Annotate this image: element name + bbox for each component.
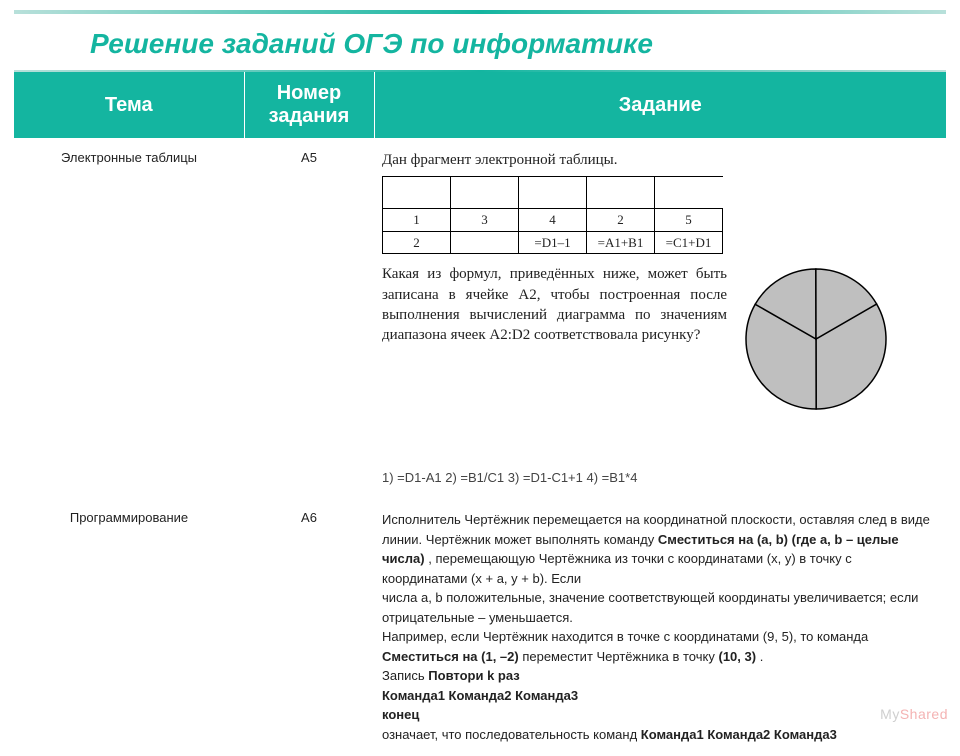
inner-th: D <box>655 177 723 209</box>
theme-cell: Программирование <box>14 498 244 756</box>
task-text: . <box>760 649 764 664</box>
col-task: Задание <box>374 72 946 138</box>
task-text-bold: Команда1 Команда2 Команда3 <box>382 688 578 703</box>
task-text: означает, что последовательность команд <box>382 727 641 742</box>
inner-td: 5 <box>655 209 723 232</box>
table-header-row: Тема Номер задания Задание <box>14 72 946 138</box>
task-cell: Дан фрагмент электронной таблицы. A B C … <box>374 138 946 498</box>
inner-td: 1 <box>383 209 451 232</box>
topics-table: Тема Номер задания Задание Электронные т… <box>14 72 946 756</box>
task-cell: Исполнитель Чертёжник перемещается на ко… <box>374 498 946 756</box>
number-cell: A5 <box>244 138 374 498</box>
spreadsheet-fragment: A B C D 1 3 4 2 5 2 =D1 <box>382 176 723 254</box>
inner-td: 4 <box>519 209 587 232</box>
task-text-bold: конец <box>382 707 419 722</box>
task-text: Например, если Чертёжник находится в точ… <box>382 629 868 644</box>
inner-td: =A1+B1 <box>587 231 655 254</box>
col-theme: Тема <box>14 72 244 138</box>
task-text: Запись <box>382 668 428 683</box>
task-text-bold: Команда1 Команда2 Команда3 <box>641 727 837 742</box>
pie-chart <box>741 264 891 419</box>
inner-th: B <box>519 177 587 209</box>
answer-options: 1) =D1-A1 2) =B1/C1 3) =D1-C1+1 4) =B1*4 <box>382 469 938 487</box>
table-row: Программирование A6 Исполнитель Чертёжни… <box>14 498 946 756</box>
task-text: переместит Чертёжника в точку <box>522 649 718 664</box>
task-text: числа a, b положительные, значение соотв… <box>382 590 918 625</box>
number-cell: A6 <box>244 498 374 756</box>
task-text-bold: Сместиться на (1, –2) <box>382 649 519 664</box>
inner-td: =D1–1 <box>519 231 587 254</box>
theme-cell: Электронные таблицы <box>14 138 244 498</box>
inner-th: A <box>451 177 519 209</box>
inner-th <box>383 177 451 209</box>
col-number: Номер задания <box>244 72 374 138</box>
inner-td: 2 <box>383 231 451 254</box>
question-text: Какая из формул, приведённых ниже, может… <box>382 264 727 345</box>
inner-td: 3 <box>451 209 519 232</box>
inner-th: C <box>587 177 655 209</box>
task-text-bold: Повтори k раз <box>428 668 519 683</box>
inner-td: 2 <box>587 209 655 232</box>
task-text-bold: (10, 3) <box>718 649 756 664</box>
inner-td: =C1+D1 <box>655 231 723 254</box>
inner-td <box>451 231 519 254</box>
task-text: , перемещающую Чертёжника из точки с коо… <box>382 551 852 586</box>
table-row: Электронные таблицы A5 Дан фрагмент элек… <box>14 138 946 498</box>
page-title: Решение заданий ОГЭ по информатике <box>0 14 960 70</box>
fragment-title: Дан фрагмент электронной таблицы. <box>382 150 938 170</box>
